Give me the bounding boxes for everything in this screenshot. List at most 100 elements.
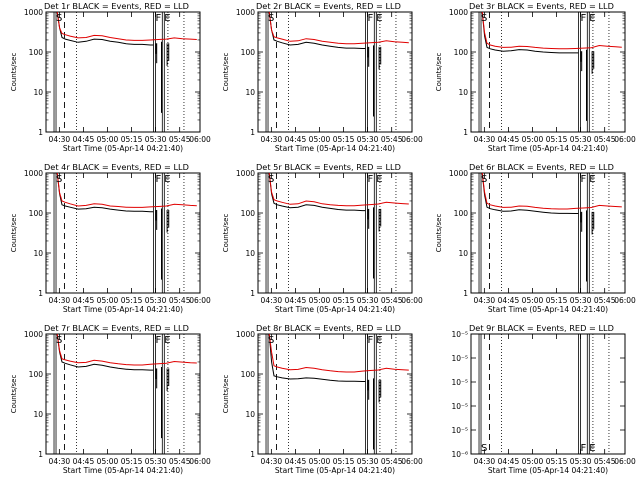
x-tick-label: 04:45 [498,135,520,144]
x-tick-label: 04:45 [285,296,307,305]
marker-label: F [580,443,586,454]
x-axis-label: Start Time (05-Apr-14 04:21:40) [275,144,395,153]
x-tick-label: 04:30 [474,457,496,466]
marker-label: E [376,174,382,185]
x-tick-label: 06:00 [189,457,211,466]
marker-label: E [589,174,595,185]
marker-label: S [56,13,62,24]
x-tick-label: 06:00 [614,135,636,144]
lld-series-line [268,173,409,207]
x-tick-label: 05:45 [169,296,191,305]
x-tick-label: 06:00 [401,135,423,144]
plot-area [478,173,622,293]
panel-4: Det 4r BLACK = Events, RED = LLD 1 10 100 10… [10,162,211,314]
x-axis-label: Start Time (05-Apr-14 04:21:40) [488,466,608,475]
events-series-line [481,173,579,214]
y-tick-label: 1 [38,450,43,459]
x-tick-label: 05:00 [97,296,119,305]
x-tick-label: 06:00 [614,457,636,466]
plot-frame [45,333,201,455]
x-axis-label: Start Time (05-Apr-14 04:21:40) [63,305,183,314]
y-tick-label: 100 [454,209,469,218]
plot-frame [45,11,201,133]
y-tick-label: 10 [245,88,255,97]
x-tick-label: 04:30 [49,457,71,466]
panel-title: Det 7r BLACK = Events, RED = LLD [44,323,189,333]
lld-series-line [268,334,409,373]
events-series-line [268,334,366,382]
events-series-line [56,334,154,371]
plot-area [265,12,409,132]
y-tick-label: 10 [33,410,43,419]
x-axis-label: Start Time (05-Apr-14 04:21:40) [488,144,608,153]
y-tick-label: 10 [33,249,43,258]
y-tick-label: 1000 [24,8,43,17]
lld-series-line [56,12,197,41]
lld-series-line [481,12,622,50]
panel-title: Det 6r BLACK = Events, RED = LLD [469,162,614,172]
x-tick-label: 05:30 [357,457,379,466]
x-tick-label: 05:00 [522,135,544,144]
plot-area [478,12,622,132]
x-tick-label: 05:15 [333,135,355,144]
y-tick-label: 100 [241,370,256,379]
y-tick-label: 10 [245,249,255,258]
panel-7: Det 7r BLACK = Events, RED = LLD 1 10 100 10… [10,323,211,475]
marker-label: S [268,13,274,24]
y-tick-label: 1 [250,128,255,137]
marker-label: S [481,443,487,454]
marker-label: E [164,174,170,185]
x-tick-label: 05:45 [594,457,616,466]
x-tick-label: 04:45 [285,135,307,144]
y-tick-label: 1000 [24,330,43,339]
y-tick-label: 1000 [449,169,468,178]
x-tick-label: 05:00 [522,457,544,466]
plot-area [478,334,610,454]
y-tick-label: 1 [463,128,468,137]
x-tick-label: 05:45 [169,457,191,466]
x-tick-label: 04:45 [73,296,95,305]
marker-label: F [580,174,586,185]
x-tick-label: 05:45 [381,457,403,466]
x-tick-label: 05:45 [594,135,616,144]
marker-label: S [56,335,62,346]
x-tick-label: 04:30 [474,135,496,144]
events-series-line [56,173,154,213]
panel-6: Det 6r BLACK = Events, RED = LLD 1 10 100 10… [435,162,636,314]
x-tick-label: 06:00 [401,457,423,466]
y-tick-label: 1 [463,289,468,298]
y-tick-label: 100 [29,209,44,218]
panel-title: Det 5r BLACK = Events, RED = LLD [256,162,401,172]
y-tick-label: 10⁻⁵ [451,354,468,363]
x-tick-label: 05:15 [546,296,568,305]
marker-label: S [56,174,62,185]
y-axis-label: Counts/sec [10,214,18,253]
panel-8: Det 8r BLACK = Events, RED = LLD 1 10 100 10… [222,323,423,475]
y-tick-label: 10⁻⁶ [451,450,468,459]
y-tick-label: 100 [454,48,469,57]
x-tick-label: 05:15 [121,457,143,466]
x-tick-label: 04:30 [261,296,283,305]
x-tick-label: 04:30 [474,296,496,305]
y-tick-label: 1000 [449,8,468,17]
x-tick-label: 05:15 [546,457,568,466]
y-tick-label: 1000 [236,8,255,17]
x-tick-label: 05:15 [121,296,143,305]
lld-series-line [268,12,409,45]
y-tick-label: 1000 [236,169,255,178]
marker-label: E [376,335,382,346]
x-tick-label: 05:00 [97,457,119,466]
plot-frame [257,11,413,133]
y-axis-label: Counts/sec [435,214,443,253]
y-tick-label: 10 [458,249,468,258]
plot-frame [470,333,626,455]
x-tick-label: 05:45 [381,135,403,144]
panel-title: Det 4r BLACK = Events, RED = LLD [44,162,189,172]
x-tick-label: 05:15 [333,296,355,305]
panel-2: Det 2r BLACK = Events, RED = LLD 1 10 100 10… [222,1,423,153]
marker-label: S [481,13,487,24]
y-axis-label: Counts/sec [222,214,230,253]
x-tick-label: 06:00 [614,296,636,305]
x-tick-label: 05:45 [169,135,191,144]
